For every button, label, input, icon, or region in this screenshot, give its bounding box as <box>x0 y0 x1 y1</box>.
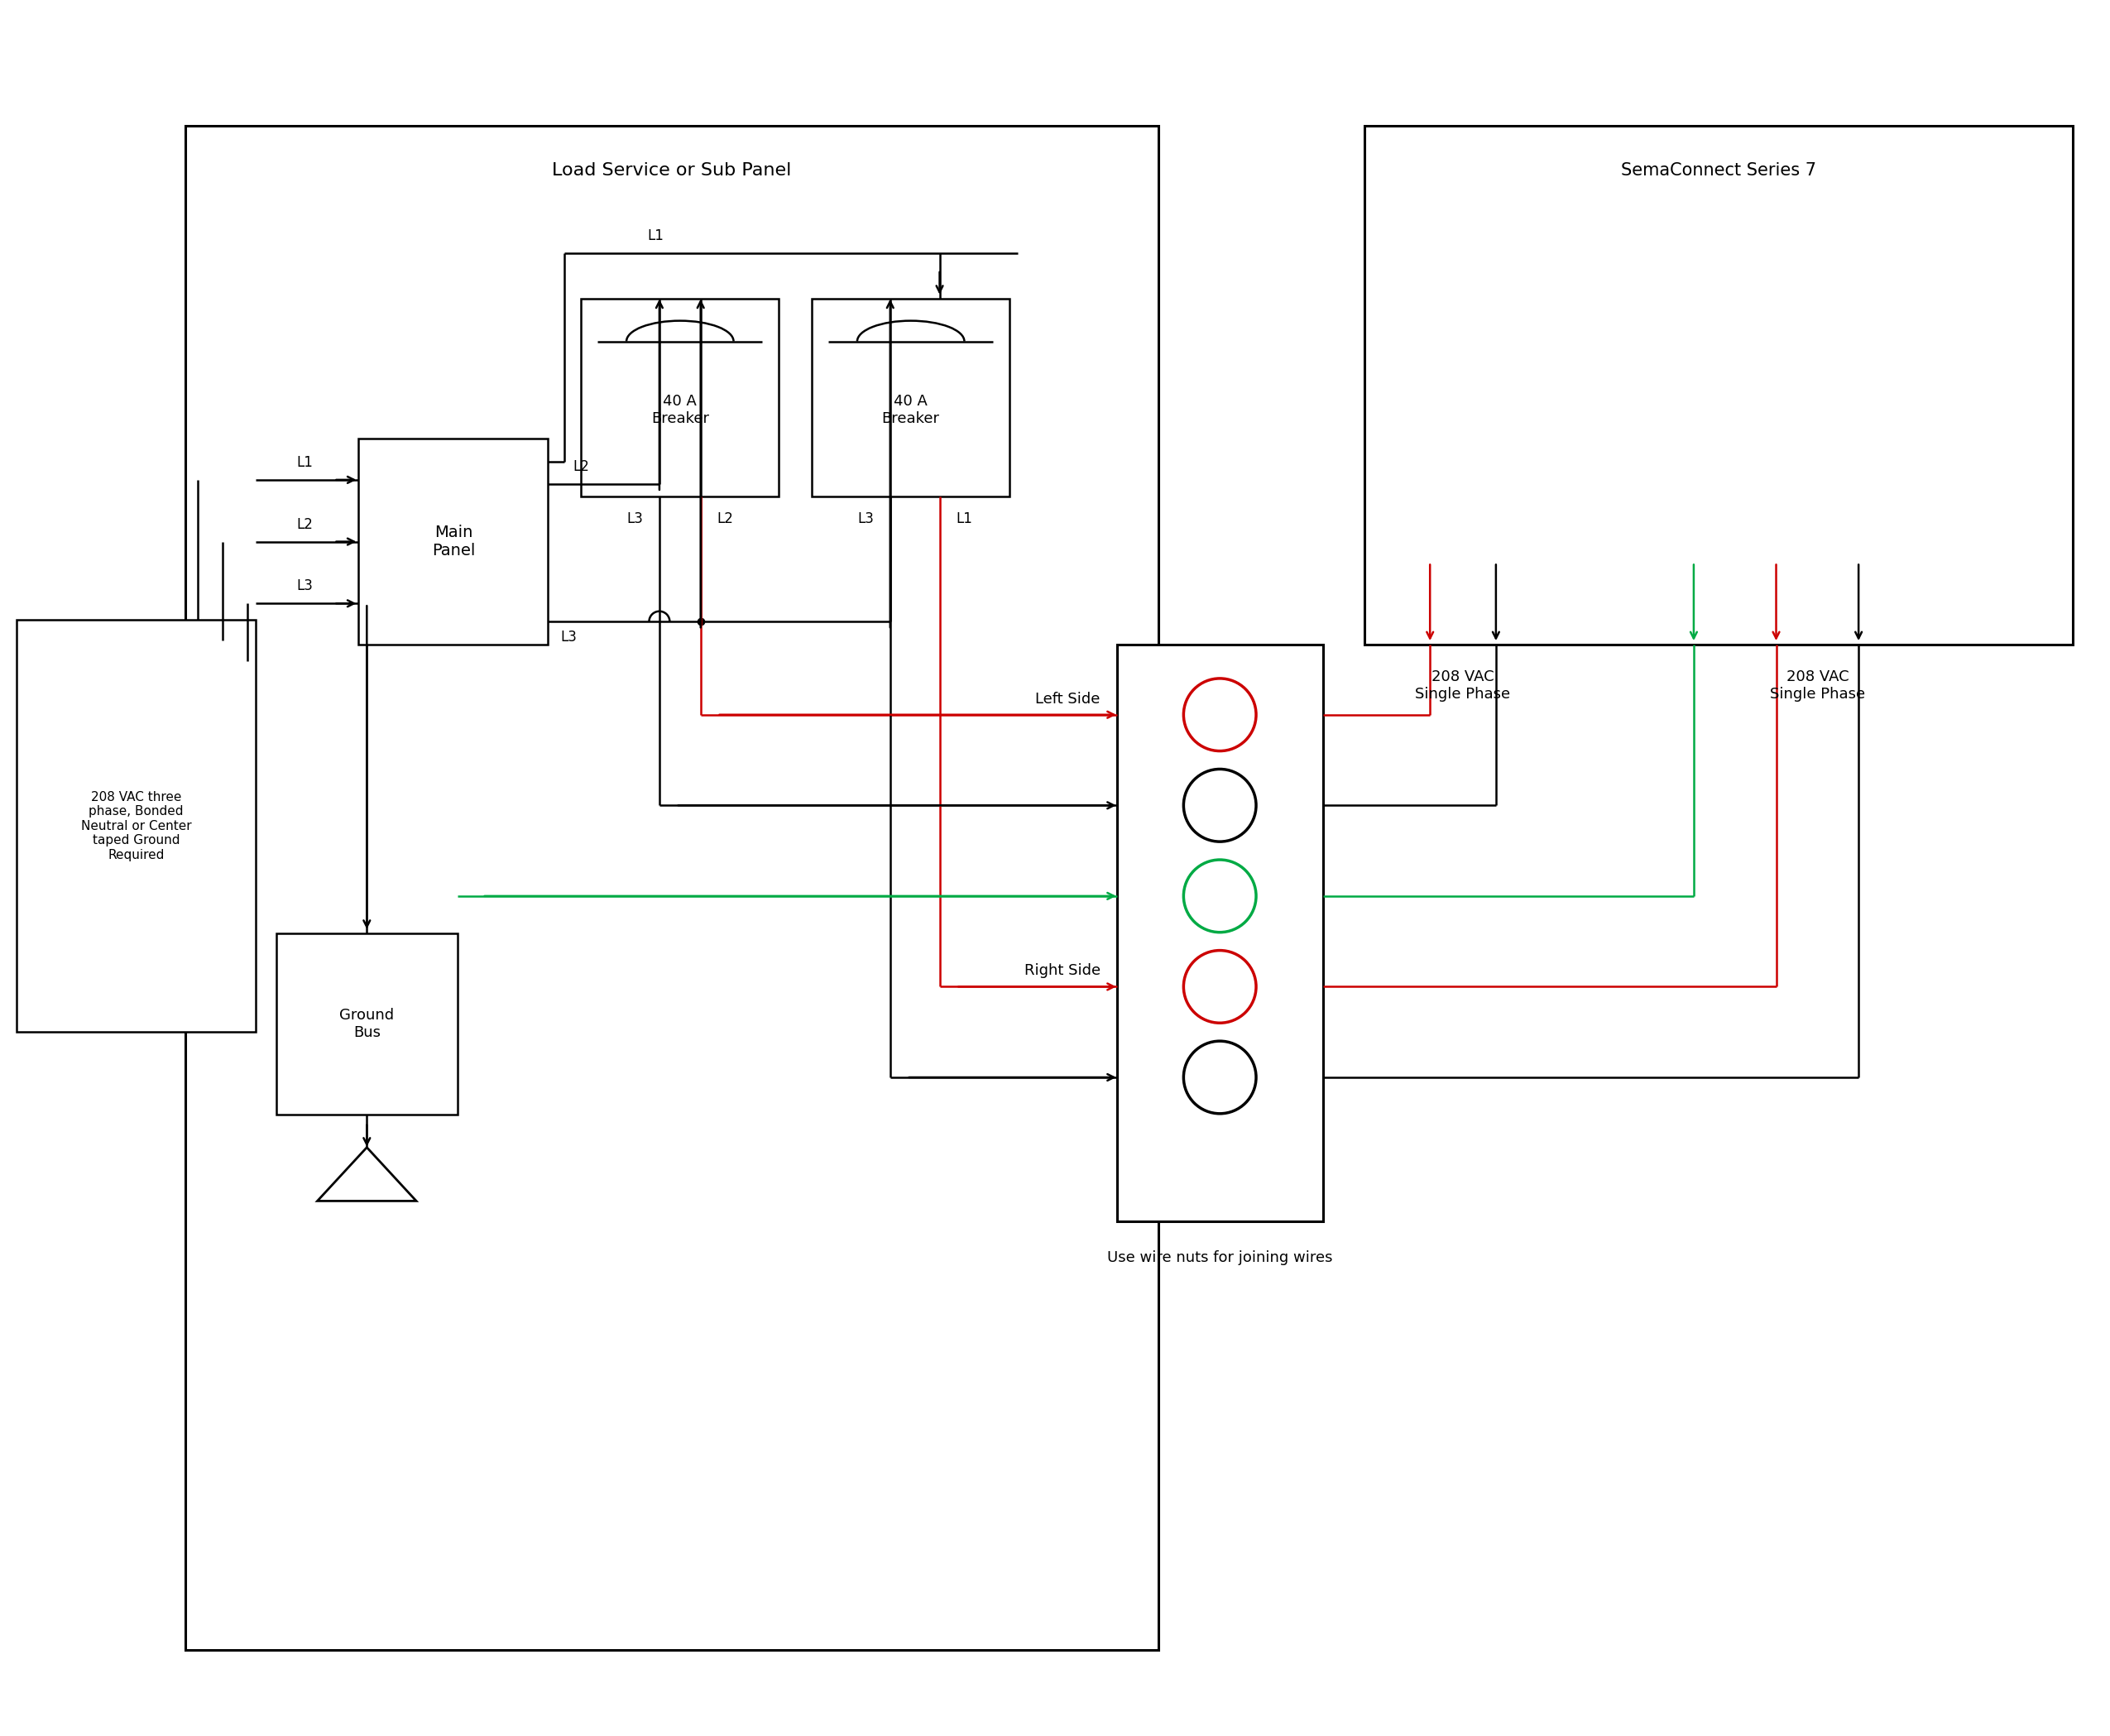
Text: L1: L1 <box>298 455 312 470</box>
Text: Use wire nuts for joining wires: Use wire nuts for joining wires <box>1108 1250 1334 1266</box>
Text: L1: L1 <box>956 510 973 526</box>
FancyBboxPatch shape <box>276 934 458 1115</box>
FancyBboxPatch shape <box>359 439 549 644</box>
Text: 208 VAC three
phase, Bonded
Neutral or Center
taped Ground
Required: 208 VAC three phase, Bonded Neutral or C… <box>80 792 192 861</box>
Text: L2: L2 <box>298 517 312 531</box>
FancyBboxPatch shape <box>1116 644 1323 1222</box>
Text: 40 A
Breaker: 40 A Breaker <box>882 394 939 425</box>
FancyBboxPatch shape <box>17 620 255 1031</box>
Text: Ground
Bus: Ground Bus <box>340 1007 395 1040</box>
Text: 40 A
Breaker: 40 A Breaker <box>652 394 709 425</box>
Text: L3: L3 <box>298 578 312 594</box>
FancyBboxPatch shape <box>580 299 779 496</box>
Text: L2: L2 <box>572 458 589 474</box>
Text: L1: L1 <box>648 229 663 243</box>
FancyBboxPatch shape <box>812 299 1011 496</box>
Text: Load Service or Sub Panel: Load Service or Sub Panel <box>553 163 791 179</box>
Text: 208 VAC
Single Phase: 208 VAC Single Phase <box>1416 670 1511 701</box>
FancyBboxPatch shape <box>1363 125 2072 644</box>
Text: L3: L3 <box>627 510 644 526</box>
Text: 208 VAC
Single Phase: 208 VAC Single Phase <box>1770 670 1865 701</box>
Text: SemaConnect Series 7: SemaConnect Series 7 <box>1620 163 1817 179</box>
Text: Left Side: Left Side <box>1036 691 1099 707</box>
Text: L3: L3 <box>561 630 576 644</box>
Text: L2: L2 <box>717 510 734 526</box>
Text: L3: L3 <box>857 510 874 526</box>
Text: Main
Panel: Main Panel <box>433 524 475 559</box>
Text: Right Side: Right Side <box>1023 963 1099 979</box>
FancyBboxPatch shape <box>186 125 1158 1651</box>
